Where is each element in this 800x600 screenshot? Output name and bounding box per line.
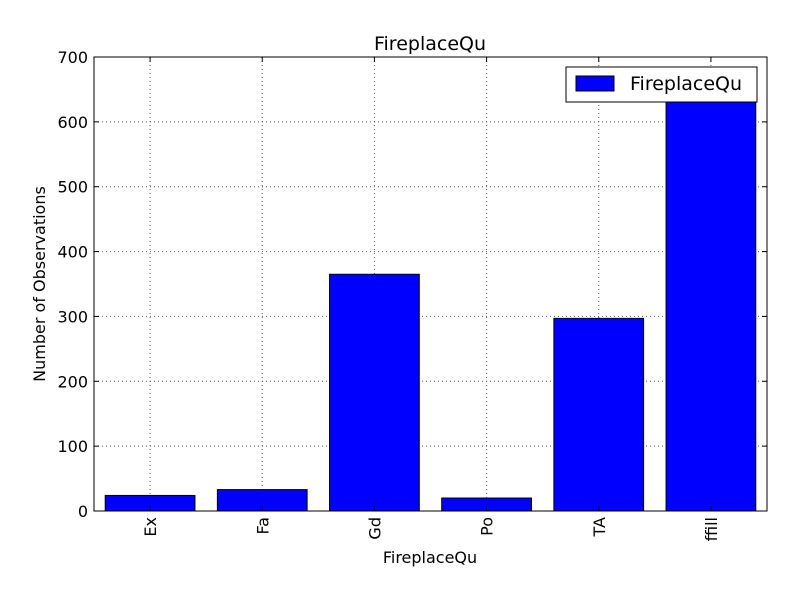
bar — [329, 273, 420, 512]
y-tick-label: 600 — [57, 113, 88, 132]
bar — [553, 317, 645, 512]
y-axis-label: Number of Observations — [30, 186, 49, 382]
x-tick-label: Ex — [141, 517, 160, 537]
legend: FireplaceQu — [565, 66, 758, 103]
y-tick-label: 400 — [57, 243, 88, 262]
y-tick-label: 200 — [57, 372, 88, 391]
plot-frame — [93, 56, 768, 512]
ticks — [94, 56, 767, 512]
x-tick-labels: Ex Fa Gd Po TA ffill — [141, 517, 721, 541]
y-tick-label: 0 — [78, 502, 88, 521]
x-tick-label: TA — [590, 517, 609, 538]
y-tick-label: 700 — [57, 48, 88, 67]
bar — [665, 79, 757, 512]
bars — [104, 79, 757, 512]
x-tick-label: Fa — [253, 517, 272, 535]
x-tick-label: ffill — [702, 517, 721, 541]
grid — [94, 56, 767, 512]
y-tick-label: 500 — [57, 178, 88, 197]
x-tick-label: Po — [478, 517, 497, 536]
x-tick-label: Gd — [365, 517, 384, 540]
y-tick-label: 300 — [57, 307, 88, 326]
y-tick-label: 100 — [57, 437, 88, 456]
y-tick-labels: 0 100 200 300 400 500 600 700 — [57, 48, 88, 521]
chart-title: FireplaceQu — [374, 33, 486, 55]
legend-label: FireplaceQu — [630, 73, 742, 95]
legend-swatch — [575, 75, 615, 92]
x-axis-label: FireplaceQu — [383, 548, 477, 567]
